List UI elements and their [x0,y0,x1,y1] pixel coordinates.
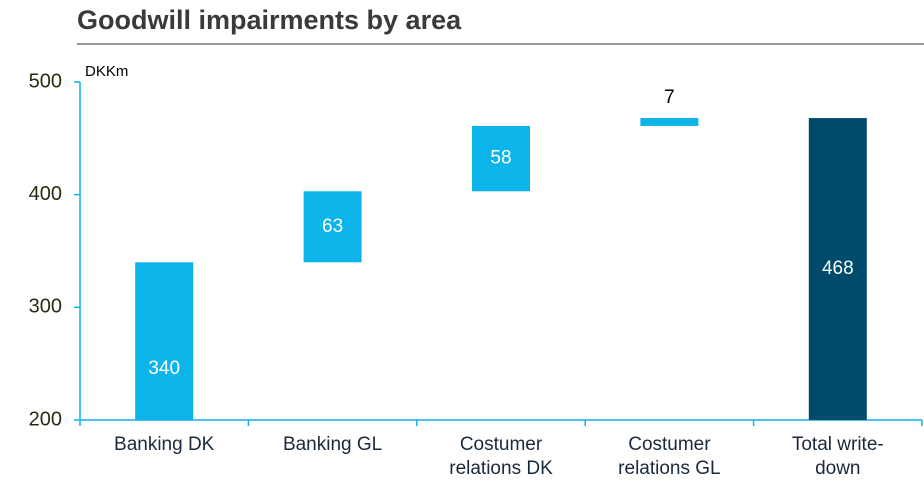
value-label: 58 [490,148,511,169]
y-tick-label: 400 [29,183,62,205]
x-tick-label: Total write- [792,434,884,455]
y-tick-label: 200 [29,408,62,430]
unit-label: DKKm [85,63,128,80]
x-tick-label: relations DK [449,458,553,479]
chart-title: Goodwill impairments by area [77,5,462,35]
y-tick-label: 500 [29,70,62,92]
value-label: 7 [664,87,675,108]
value-label: 63 [322,216,343,237]
bar [808,118,867,420]
x-tick-label: down [815,458,860,479]
x-tick-label: Costumer [460,434,543,455]
x-tick-label: Costumer [628,434,711,455]
bar [303,191,362,263]
x-tick-label: Banking GL [283,434,382,455]
x-tick-label: Banking DK [114,434,215,455]
x-tick-label: relations GL [618,458,720,479]
y-tick-label: 300 [29,296,62,318]
bar [472,125,530,192]
bar [640,118,699,126]
value-label: 468 [822,258,854,279]
value-label: 340 [148,358,180,379]
bar [135,262,194,420]
